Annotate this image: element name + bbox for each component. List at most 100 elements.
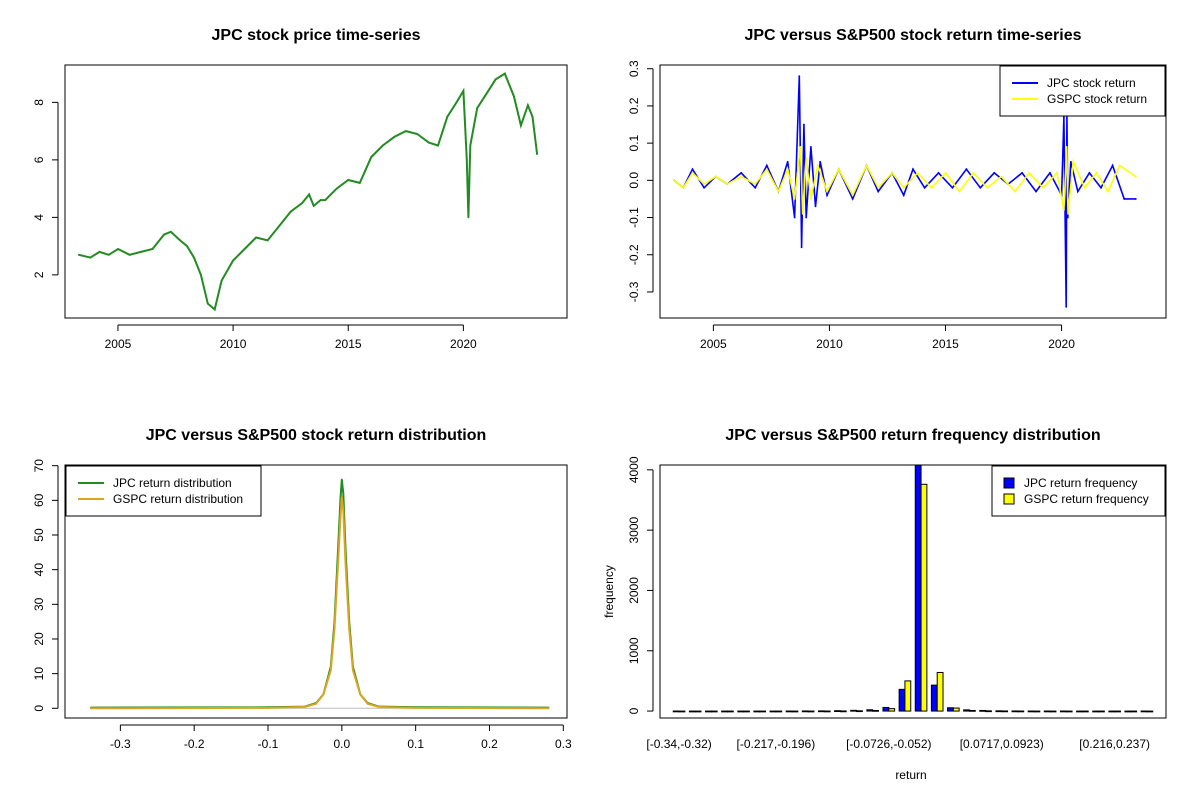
data-point [267,707,269,709]
data-point [151,248,154,250]
data-point [206,302,209,305]
x-tick-label: [0.0717,0.0923) [960,737,1044,751]
bar [1076,710,1083,713]
y-tick-label: 2000 [627,577,641,604]
data-point [1134,175,1137,178]
data-point [337,561,340,564]
x-axis: 2005 2010 2015 2020 [105,324,477,351]
data-point [1062,116,1065,118]
bar [1049,710,1057,713]
data-point [319,199,322,202]
y-tick-label: 1000 [627,637,641,664]
y-tick-label: 4000 [627,456,641,483]
x-tick-label: 0.2 [481,737,498,751]
data-point [1065,305,1068,308]
bar [775,710,783,713]
legend-box [65,465,262,517]
x-tick-label: -0.2 [184,737,205,751]
data-point [503,72,506,75]
data-point [547,707,550,710]
series-line [673,146,1137,214]
data-point [437,144,439,147]
bar [1092,710,1100,713]
data-point [339,516,342,519]
bar [985,710,992,713]
data-point [714,175,717,178]
bar [898,688,906,712]
data-point [186,245,188,248]
bar [823,710,831,713]
data-point [1035,190,1037,193]
data-point [322,693,325,696]
bar [672,710,680,713]
x-tick-label: 2015 [932,337,959,351]
data-point [340,478,343,481]
bar [721,710,728,713]
data-point [370,156,373,158]
data-point [1072,160,1075,163]
bar [1081,710,1089,713]
bar [710,710,718,713]
bar [1033,710,1041,713]
x-tick-label: 2015 [335,337,362,351]
data-point [993,171,996,174]
legend-label: JPC return frequency [1024,476,1137,490]
data-point [77,253,80,256]
data-point [726,183,729,185]
data-point [1014,190,1017,193]
y-tick-label: 3000 [627,516,641,543]
legend-label: GSPC return distribution [113,492,243,506]
bar [936,671,944,712]
x-tick-label: 2010 [220,337,247,351]
data-point [213,308,216,311]
data-point [923,186,926,189]
data-point [891,171,894,174]
plot-frame [659,64,1167,319]
plot-frame [64,64,568,319]
chart-title: JPC versus S&P500 stock return time-seri… [744,27,1081,44]
data-point [1107,190,1109,193]
bar [1130,710,1138,713]
data-point [1088,171,1091,174]
bar [807,710,815,713]
data-point [335,187,338,190]
data-point [1076,190,1079,193]
bar [753,710,761,713]
data-point [979,186,982,189]
data-point [416,133,419,135]
data-point [107,253,110,256]
data-point [1069,160,1072,163]
data-point [1021,171,1023,174]
data-point [851,194,854,197]
data-point [1056,171,1058,174]
data-point [1123,198,1126,200]
y-tick-label: 30 [32,597,46,611]
bar [1027,710,1035,713]
legend-label: JPC stock return [1047,76,1136,90]
data-point [865,164,868,167]
bar [817,710,825,713]
series-1 [89,495,550,710]
data-point [786,168,789,171]
bar [705,710,712,713]
data-point [754,183,757,185]
data-point [485,92,488,95]
data-point [117,248,119,250]
bar [995,710,1003,713]
y-axis: 0 1000 2000 3000 4000 [627,456,654,714]
data-point [266,239,269,242]
y-tick-label: -0.1 [627,207,641,228]
plot-frame [659,464,1167,719]
data-point [220,279,223,282]
legend-swatch [1003,477,1015,489]
bar [882,706,890,712]
data-point [944,171,947,174]
x-axis-label: return [895,768,926,782]
data-point [308,193,310,196]
data-point [819,160,822,163]
data-point [358,181,361,184]
data-point [531,115,534,118]
data-point [193,256,195,259]
y-tick-label: -0.3 [627,281,641,302]
